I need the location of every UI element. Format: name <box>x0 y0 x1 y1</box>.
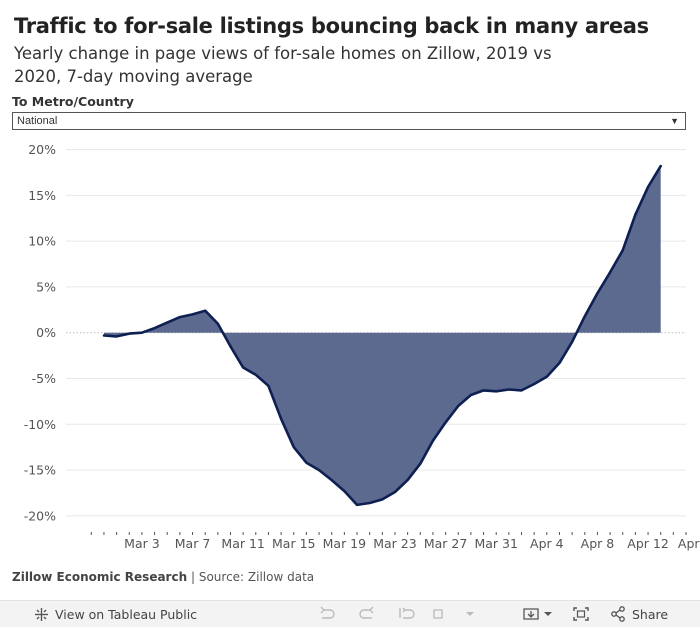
metro-country-select[interactable]: National ▼ <box>12 112 686 130</box>
revert-button[interactable] <box>398 601 416 627</box>
refresh-icon <box>433 609 443 619</box>
x-tick-label: Apr 16 <box>678 536 700 551</box>
x-tick-label: Mar 31 <box>474 536 517 551</box>
share-label: Share <box>632 606 669 622</box>
y-tick-label: 20% <box>28 142 56 157</box>
x-tick-label: Apr 12 <box>627 536 669 551</box>
chart-title: Traffic to for-sale listings bouncing ba… <box>14 14 649 38</box>
redo-icon <box>359 606 374 619</box>
x-tick-label: Mar 3 <box>124 536 160 551</box>
redo-button[interactable] <box>358 601 376 627</box>
y-tick-label: 10% <box>28 234 56 249</box>
undo-icon <box>320 606 335 619</box>
x-tick-label: Apr 4 <box>530 536 564 551</box>
download-button[interactable] <box>522 601 553 627</box>
x-tick-label: Mar 19 <box>323 536 367 551</box>
fullscreen-button[interactable] <box>572 601 590 627</box>
y-tick-label: -5% <box>32 371 56 386</box>
fullscreen-icon <box>573 607 589 621</box>
download-icon <box>523 608 539 620</box>
y-tick-label: -10% <box>24 417 56 432</box>
area-fill <box>104 166 661 505</box>
chevron-down-icon <box>544 612 552 616</box>
select-value: National <box>17 115 58 127</box>
x-tick-label: Apr 8 <box>581 536 615 551</box>
y-tick-label: -15% <box>24 463 56 478</box>
y-tick-label: 0% <box>36 325 56 340</box>
undo-button[interactable] <box>318 601 336 627</box>
x-tick-label: Mar 23 <box>373 536 416 551</box>
share-icon <box>611 606 625 622</box>
share-button[interactable]: Share <box>610 601 668 627</box>
dropdown-arrow-icon: ▼ <box>670 116 679 126</box>
x-axis: Mar 3 Mar 7 Mar 11 Mar 15 Mar 19 Mar 23 Mar 27… <box>90 532 700 551</box>
series-line <box>102 164 662 507</box>
source-separator: | <box>190 570 196 584</box>
filter-label: To Metro/Country <box>12 94 134 109</box>
source-note: Zillow Economic Research | Source: Zillo… <box>12 570 314 584</box>
y-tick-label: 15% <box>28 188 56 203</box>
tableau-toolbar: View on Tableau Public Share <box>0 600 700 627</box>
chart-subtitle: Yearly change in page views of for-sale … <box>14 44 552 86</box>
x-tick-label: Mar 11 <box>221 536 264 551</box>
pause-dropdown-button[interactable] <box>465 601 475 627</box>
chevron-down-icon <box>466 612 474 616</box>
y-axis: 20% 15% 10% 5% 0% -5% -10% -15% -20% <box>24 142 56 523</box>
refresh-button[interactable] <box>430 601 448 627</box>
tableau-logo-icon <box>35 607 48 621</box>
source-org: Zillow Economic Research <box>12 570 188 584</box>
view-on-tableau-button[interactable]: View on Tableau Public <box>34 601 197 627</box>
x-tick-label: Mar 27 <box>424 536 467 551</box>
source-text: Source: Zillow data <box>198 570 315 584</box>
y-tick-label: 5% <box>36 279 56 294</box>
view-on-tableau-label: View on Tableau Public <box>55 606 198 622</box>
y-tick-label: -20% <box>24 508 56 523</box>
plot-area <box>102 164 662 507</box>
x-tick-label: Mar 7 <box>175 536 211 551</box>
revert-icon <box>399 607 415 619</box>
x-tick-label: Mar 15 <box>272 536 315 551</box>
